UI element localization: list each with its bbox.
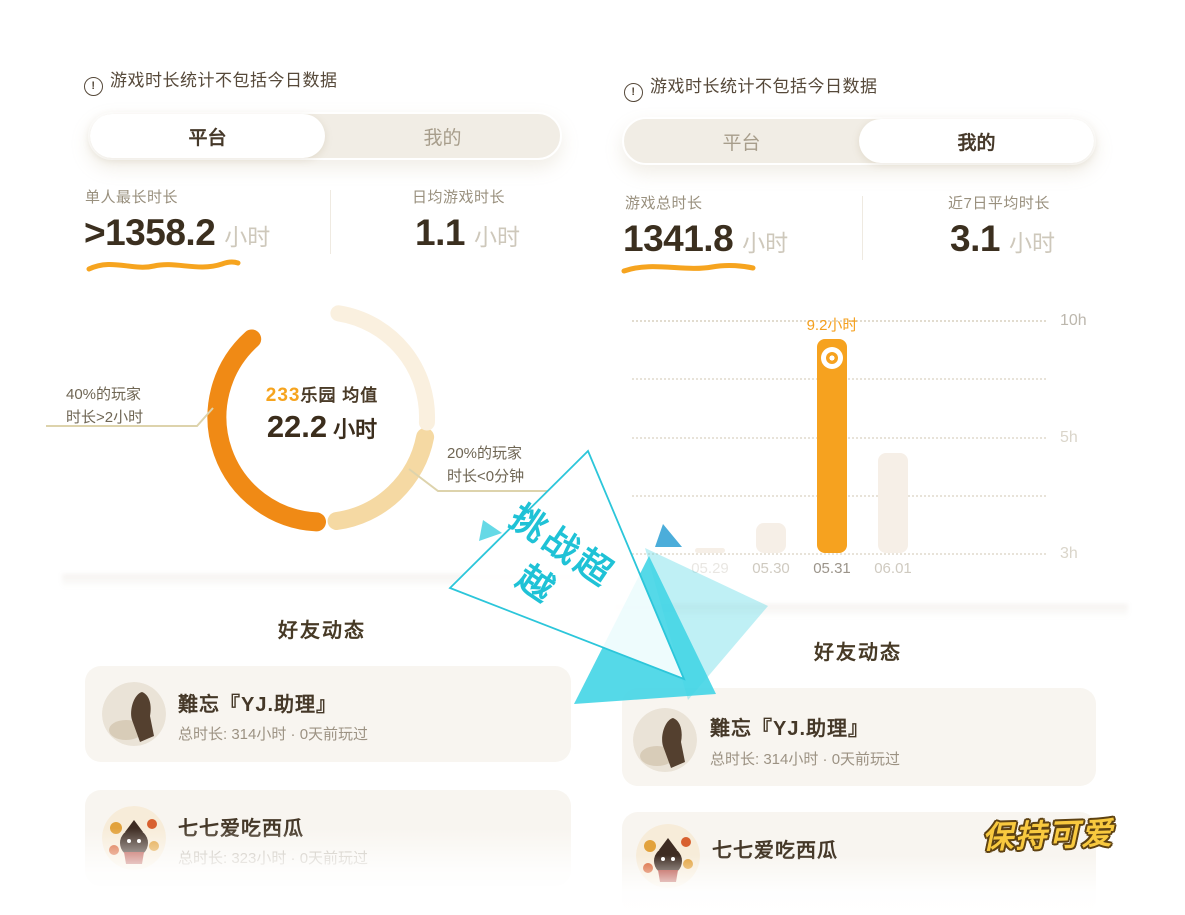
donut-center-label: 233乐园 均值 bbox=[202, 381, 442, 407]
y-axis-label: 5h bbox=[1060, 429, 1078, 446]
bar-chart[interactable]: 10h 5h 3h 9.2小时 05.29 05.30 05.31 06.01 bbox=[632, 312, 1087, 590]
callout-line2: 时长>2小时 bbox=[66, 409, 144, 426]
stat-value-longest: >1358.2 小时 bbox=[84, 212, 270, 254]
friend-detail: 总时长: 314小时 · 0天前玩过 bbox=[710, 751, 901, 768]
section-shadow bbox=[62, 574, 578, 588]
tabbar-right: 平台 我的 bbox=[622, 117, 1096, 165]
stat-divider bbox=[330, 190, 331, 254]
brand-233: 233 bbox=[265, 385, 301, 406]
underline-squiggle bbox=[621, 262, 756, 274]
bottom-fade-left bbox=[60, 828, 580, 915]
donut-callout-left: 40%的玩家 时长>2小时 bbox=[66, 383, 143, 429]
info-icon: ! bbox=[624, 83, 643, 102]
x-axis-label: 05.29 bbox=[691, 560, 729, 577]
stat-unit: 小时 bbox=[224, 224, 271, 250]
donut-center-suffix: 乐园 均值 bbox=[300, 386, 379, 405]
stat-number: 3.1 bbox=[950, 218, 1000, 259]
stat-value-daily-avg: 1.1 小时 bbox=[415, 212, 520, 254]
donut-callout-right: 20%的玩家 时长<0分钟 bbox=[447, 442, 524, 488]
stat-label-daily-avg: 日均游戏时长 bbox=[412, 189, 506, 206]
corner-watermark: 保持可爱 bbox=[981, 815, 1115, 856]
stat-divider bbox=[862, 196, 863, 260]
bar-annotation: 9.2小时 bbox=[806, 317, 858, 334]
friend-name: 難忘『YJ.助理』 bbox=[178, 694, 338, 716]
x-axis-label: 05.30 bbox=[752, 560, 790, 577]
y-axis-label: 3h bbox=[1060, 545, 1078, 562]
notice-left: ! 游戏时长统计不包括今日数据 bbox=[84, 66, 338, 96]
donut-value-unit: 小时 bbox=[333, 417, 378, 442]
stat-number: 1341.8 bbox=[623, 218, 734, 259]
tab-platform[interactable]: 平台 bbox=[722, 132, 761, 154]
tab-mine[interactable]: 我的 bbox=[859, 119, 1094, 163]
friend-card[interactable]: 難忘『YJ.助理』 总时长: 314小时 · 0天前玩过 bbox=[622, 688, 1096, 786]
donut-segment-players-over-2h bbox=[207, 329, 326, 532]
stat-value-7day-avg: 3.1 小时 bbox=[950, 218, 1055, 260]
bar-05.31[interactable] bbox=[817, 338, 847, 553]
donut-center-value: 22.2 小时 bbox=[202, 409, 442, 445]
stat-number: >1358.2 bbox=[84, 212, 216, 253]
avatar bbox=[633, 708, 697, 772]
tab-platform[interactable]: 平台 bbox=[90, 114, 325, 158]
notice-text: 游戏时长统计不包括今日数据 bbox=[650, 77, 878, 96]
notice-text: 游戏时长统计不包括今日数据 bbox=[110, 71, 338, 90]
x-axis-label: 06.01 bbox=[874, 560, 912, 577]
bar-06.01[interactable] bbox=[878, 452, 908, 553]
watermark-triangle-small-left bbox=[479, 520, 502, 541]
stat-unit: 小时 bbox=[1008, 230, 1055, 256]
callout-line1: 20%的玩家 bbox=[447, 445, 523, 462]
friends-title-left: 好友动态 bbox=[278, 620, 366, 642]
tab-mine[interactable]: 我的 bbox=[423, 127, 462, 149]
friend-card[interactable]: 難忘『YJ.助理』 总时长: 314小时 · 0天前玩过 bbox=[85, 666, 571, 762]
donut-chart bbox=[207, 305, 436, 532]
bottom-fade-right bbox=[600, 855, 1185, 915]
stat-unit: 小时 bbox=[473, 224, 520, 250]
underline-squiggle bbox=[86, 259, 241, 272]
y-axis-label: 10h bbox=[1060, 312, 1087, 329]
tabbar-left: 平台 我的 bbox=[88, 112, 562, 160]
gridline bbox=[632, 553, 1046, 555]
info-icon: ! bbox=[84, 77, 103, 96]
bar-05.30[interactable] bbox=[756, 522, 786, 553]
callout-line2: 时长<0分钟 bbox=[447, 468, 525, 485]
callout-line1: 40%的玩家 bbox=[66, 386, 142, 403]
stat-unit: 小时 bbox=[742, 230, 789, 256]
friend-name: 難忘『YJ.助理』 bbox=[710, 718, 870, 740]
bar-05.29[interactable] bbox=[695, 548, 725, 553]
stat-number: 1.1 bbox=[415, 212, 465, 253]
bar-marker-icon bbox=[821, 346, 843, 369]
donut-value-number: 22.2 bbox=[266, 409, 328, 444]
x-axis-label: 05.31 bbox=[813, 560, 851, 577]
stat-label-7day-avg: 近7日平均时长 bbox=[948, 195, 1050, 212]
avatar bbox=[102, 682, 166, 746]
stat-value-total: 1341.8 小时 bbox=[623, 218, 788, 260]
section-shadow bbox=[612, 604, 1128, 618]
donut-segment-remainder bbox=[330, 305, 436, 431]
friends-title-right: 好友动态 bbox=[814, 642, 902, 664]
stat-label-longest: 单人最长时长 bbox=[85, 189, 179, 206]
stat-label-total: 游戏总时长 bbox=[625, 195, 703, 212]
gridline bbox=[632, 320, 1046, 322]
notice-right: ! 游戏时长统计不包括今日数据 bbox=[624, 72, 878, 102]
friend-detail: 总时长: 314小时 · 0天前玩过 bbox=[178, 726, 369, 743]
donut-segment-players-under-10min bbox=[327, 428, 435, 530]
